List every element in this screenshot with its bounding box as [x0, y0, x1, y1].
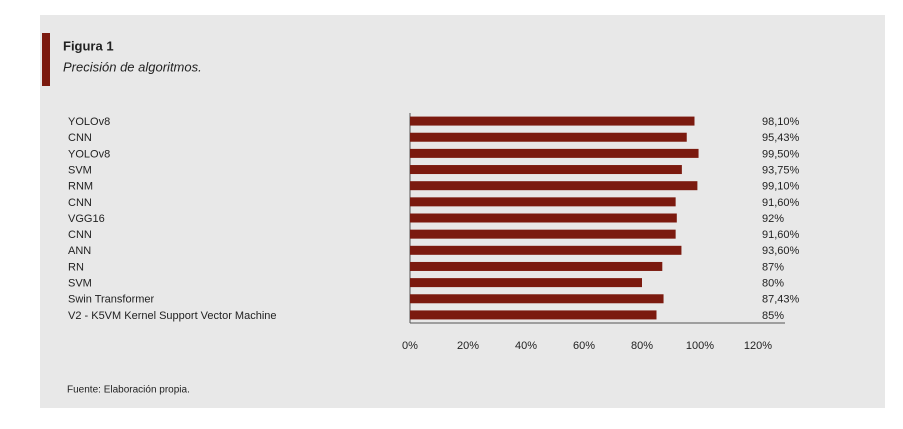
value-label: 99,10%	[762, 181, 800, 193]
bar	[410, 294, 664, 304]
bar	[410, 197, 676, 207]
x-tick-label: 120%	[744, 340, 772, 352]
x-tick-label: 0%	[402, 340, 418, 352]
category-label: SVM	[68, 278, 92, 290]
category-label: CNN	[68, 132, 92, 144]
value-label: 93,75%	[762, 164, 800, 176]
category-label: YOLOv8	[68, 148, 110, 160]
value-label: 80%	[762, 278, 784, 290]
bar	[410, 116, 695, 126]
category-label: RNM	[68, 181, 93, 193]
bar	[410, 148, 699, 158]
x-tick-label: 60%	[573, 340, 595, 352]
bar	[410, 245, 682, 255]
value-label: 91,60%	[762, 197, 800, 209]
bar	[410, 165, 682, 175]
value-label: 92%	[762, 213, 784, 225]
value-label: 91,60%	[762, 229, 800, 241]
value-label: 85%	[762, 310, 784, 322]
x-tick-label: 20%	[457, 340, 479, 352]
bar	[410, 261, 663, 271]
bar	[410, 278, 642, 288]
category-label: VGG16	[68, 213, 105, 225]
accent-bar	[42, 33, 50, 86]
value-label: 93,60%	[762, 245, 800, 257]
value-label: 87%	[762, 261, 784, 273]
value-label: 99,50%	[762, 148, 800, 160]
chart-title: Precisión de algoritmos.	[63, 59, 202, 74]
bar	[410, 132, 687, 142]
bar	[410, 310, 657, 320]
category-label: V2 - K5VM Kernel Support Vector Machine	[68, 310, 277, 322]
category-label: CNN	[68, 197, 92, 209]
bar	[410, 181, 698, 191]
category-label: YOLOv8	[68, 116, 110, 128]
category-label: Swin Transformer	[68, 294, 155, 306]
category-label: ANN	[68, 245, 91, 257]
bar	[410, 229, 676, 239]
category-label: SVM	[68, 164, 92, 176]
category-label: RN	[68, 261, 84, 273]
figure-label: Figura 1	[63, 38, 114, 53]
value-label: 98,10%	[762, 116, 800, 128]
value-label: 95,43%	[762, 132, 800, 144]
category-label: CNN	[68, 229, 92, 241]
x-tick-label: 80%	[631, 340, 653, 352]
x-tick-label: 100%	[686, 340, 714, 352]
source-note: Fuente: Elaboración propia.	[67, 385, 190, 396]
panel	[40, 15, 885, 408]
x-tick-label: 40%	[515, 340, 537, 352]
value-label: 87,43%	[762, 294, 800, 306]
bar	[410, 213, 677, 223]
